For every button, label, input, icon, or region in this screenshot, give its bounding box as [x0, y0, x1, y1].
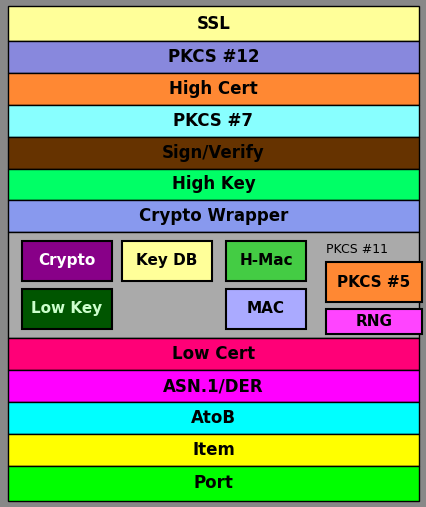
Bar [8, 466, 418, 501]
Text: PKCS #5: PKCS #5 [337, 275, 410, 289]
Text: AtoB: AtoB [190, 409, 236, 427]
Text: MAC: MAC [246, 301, 284, 316]
Bar [8, 200, 418, 232]
Bar [8, 105, 418, 137]
Text: SSL: SSL [196, 15, 230, 32]
Bar [325, 309, 421, 334]
Text: PKCS #11: PKCS #11 [325, 243, 387, 256]
Text: H-Mac: H-Mac [239, 254, 292, 268]
Text: Crypto: Crypto [38, 254, 95, 268]
Text: High Cert: High Cert [169, 80, 257, 98]
Bar [22, 288, 112, 329]
Bar [22, 241, 112, 281]
Bar [8, 137, 418, 168]
Text: PKCS #7: PKCS #7 [173, 112, 253, 130]
Bar [8, 339, 418, 370]
Bar [8, 232, 418, 339]
Text: Key DB: Key DB [136, 254, 197, 268]
Text: High Key: High Key [171, 175, 255, 194]
Bar [8, 370, 418, 402]
Text: RNG: RNG [355, 314, 391, 329]
Bar [325, 262, 421, 302]
Bar [8, 434, 418, 466]
Text: Crypto Wrapper: Crypto Wrapper [138, 207, 288, 225]
Bar [225, 241, 305, 281]
Text: Item: Item [192, 441, 234, 459]
Bar [8, 168, 418, 200]
Bar [225, 288, 305, 329]
Text: Low Key: Low Key [31, 301, 102, 316]
Text: Port: Port [193, 475, 233, 492]
Bar [8, 402, 418, 434]
Text: ASN.1/DER: ASN.1/DER [163, 377, 263, 395]
Bar [8, 6, 418, 41]
Text: PKCS #12: PKCS #12 [167, 48, 259, 66]
Bar [122, 241, 211, 281]
Text: Low Cert: Low Cert [172, 345, 254, 364]
Text: Sign/Verify: Sign/Verify [162, 143, 264, 162]
Bar [8, 41, 418, 73]
Bar [8, 73, 418, 105]
